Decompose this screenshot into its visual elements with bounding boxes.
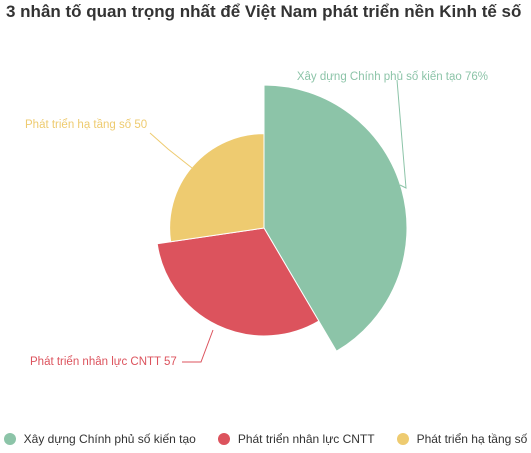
- connector-line-2: [149, 132, 193, 169]
- legend-item-2[interactable]: Phát triển hạ tầng số: [396, 432, 528, 446]
- pie-slice-2[interactable]: [169, 133, 265, 243]
- data-label-1: Phát triển nhân lực CNTT 57: [30, 356, 177, 368]
- legend-label-0: Xây dựng Chính phủ số kiến tạo: [23, 432, 196, 446]
- labels-group: Xây dựng Chính phủ số kiến tạo 76% Phát t…: [25, 71, 488, 368]
- connectors-group: [149, 79, 407, 363]
- pie-slice-1[interactable]: [156, 227, 320, 337]
- chart-title: 3 nhân tố quan trọng nhất để Việt Nam ph…: [6, 2, 522, 21]
- legend-label-2: Phát triển hạ tầng số: [416, 432, 528, 446]
- legend-item-1[interactable]: Phát triển nhân lực CNTT: [217, 432, 375, 446]
- data-label-0: Xây dựng Chính phủ số kiến tạo 76%: [297, 71, 488, 83]
- legend: Xây dựng Chính phủ số kiến tạo Phát triể…: [0, 428, 531, 450]
- legend-swatch-0: [3, 433, 16, 445]
- legend-label-1: Phát triển nhân lực CNTT: [237, 432, 375, 446]
- connector-line-0: [396, 79, 407, 189]
- slices-group: [156, 84, 408, 352]
- legend-swatch-1: [217, 433, 230, 445]
- legend-item-0[interactable]: Xây dựng Chính phủ số kiến tạo: [3, 432, 196, 446]
- pie-slice-0[interactable]: [263, 84, 408, 352]
- legend-swatch-2: [396, 433, 409, 445]
- connector-line-1: [182, 329, 214, 363]
- data-label-2: Phát triển hạ tầng số 50: [25, 119, 147, 131]
